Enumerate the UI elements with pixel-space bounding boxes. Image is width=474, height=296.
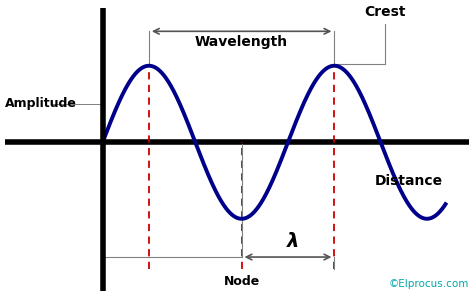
Text: Amplitude: Amplitude xyxy=(5,97,77,110)
Text: ©Elprocus.com: ©Elprocus.com xyxy=(388,279,469,289)
Text: Node: Node xyxy=(224,275,260,288)
Text: Distance: Distance xyxy=(374,173,443,188)
Text: λ: λ xyxy=(286,232,299,251)
Text: Crest: Crest xyxy=(365,5,406,19)
Text: Wavelength: Wavelength xyxy=(195,35,288,49)
